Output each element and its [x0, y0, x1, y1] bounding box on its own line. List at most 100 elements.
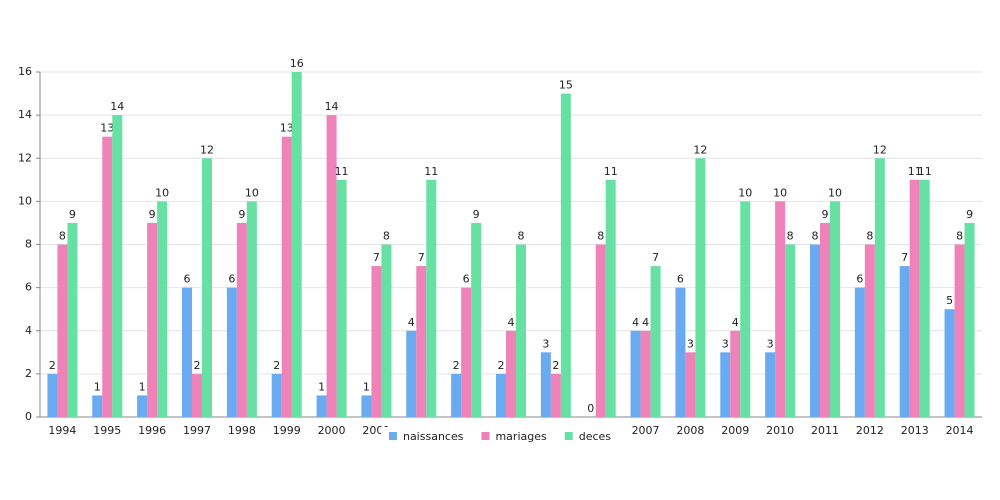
x-tick-label: 2014: [946, 424, 974, 437]
bar: [281, 136, 292, 417]
y-tick-label: 16: [18, 65, 32, 78]
bar: [605, 179, 616, 417]
bar: [864, 244, 875, 417]
value-label: 9: [149, 208, 156, 221]
bar: [775, 201, 786, 417]
value-label: 6: [463, 273, 470, 286]
y-tick-label: 12: [18, 151, 32, 164]
value-label: 9: [238, 208, 245, 221]
value-label: 2: [552, 359, 559, 372]
bar: [112, 115, 123, 417]
bar: [371, 266, 382, 417]
legend-swatch: [564, 432, 573, 440]
value-label: 7: [901, 251, 908, 264]
value-label: 6: [228, 273, 235, 286]
bar: [830, 201, 840, 417]
y-tick-label: 2: [25, 367, 32, 380]
bar: [685, 352, 696, 417]
value-label: 2: [453, 359, 460, 372]
bar: [47, 373, 58, 417]
bar: [919, 179, 930, 417]
value-label: 15: [559, 79, 573, 92]
value-label: 7: [652, 251, 659, 264]
value-label: 10: [155, 186, 169, 199]
bar: [202, 158, 212, 417]
bar: [147, 222, 158, 417]
value-label: 4: [632, 316, 639, 329]
value-label: 8: [518, 230, 525, 243]
value-label: 13: [280, 122, 294, 135]
legend: naissances mariages deces: [380, 427, 620, 447]
value-label: 2: [273, 359, 280, 372]
bar: [810, 244, 820, 417]
y-tick-label: 6: [25, 281, 32, 294]
value-label: 14: [110, 100, 124, 113]
value-label: 8: [59, 230, 66, 243]
bar: [92, 395, 103, 417]
value-label: 10: [773, 186, 787, 199]
value-label: 8: [956, 230, 963, 243]
bar: [246, 201, 257, 417]
bar: [336, 179, 347, 417]
value-label: 8: [383, 230, 390, 243]
bar: [516, 244, 526, 417]
bar: [695, 158, 706, 417]
y-tick-label: 10: [18, 194, 32, 207]
value-label: 6: [677, 273, 684, 286]
bar: [291, 72, 302, 417]
value-label: 12: [693, 143, 707, 156]
value-label: 10: [738, 186, 752, 199]
value-label: 9: [966, 208, 973, 221]
value-label: 14: [325, 100, 339, 113]
bar: [964, 222, 975, 417]
value-label: 3: [767, 337, 774, 350]
legend-bg: [380, 427, 620, 447]
value-label: 6: [856, 273, 863, 286]
bar: [765, 352, 776, 417]
bar: [192, 373, 202, 417]
legend-label: mariages: [495, 430, 547, 443]
value-label: 3: [722, 337, 729, 350]
value-label: 6: [184, 273, 191, 286]
bar: [899, 266, 910, 417]
value-label: 1: [139, 380, 146, 393]
bar: [271, 373, 282, 417]
value-label: 11: [604, 165, 618, 178]
y-tick-label: 14: [18, 108, 32, 121]
bar: [506, 330, 516, 417]
bar: [560, 93, 571, 417]
value-label: 16: [290, 57, 304, 70]
bar: [57, 244, 68, 417]
value-label: 5: [946, 294, 953, 307]
value-label: 2: [49, 359, 56, 372]
legend-label: naissances: [403, 430, 464, 443]
value-label: 8: [812, 230, 819, 243]
legend-swatch: [388, 432, 397, 440]
x-tick-label: 1999: [273, 424, 301, 437]
value-label: 4: [408, 316, 415, 329]
value-label: 11: [424, 165, 438, 178]
x-tick-label: 2012: [856, 424, 884, 437]
bar: [236, 222, 247, 417]
value-label: 2: [498, 359, 505, 372]
bar: [954, 244, 965, 417]
value-label: 11: [908, 165, 922, 178]
bar: [854, 287, 865, 417]
value-label: 1: [363, 380, 370, 393]
bar: [67, 222, 78, 417]
bar: [226, 287, 237, 417]
value-label: 2: [194, 359, 201, 372]
y-tick-label: 0: [25, 410, 32, 423]
bar: [909, 179, 920, 417]
value-label: 4: [732, 316, 739, 329]
value-label: 7: [418, 251, 425, 264]
x-tick-label: 2013: [901, 424, 929, 437]
bar: [326, 115, 337, 417]
value-label: 8: [787, 230, 794, 243]
bar: [496, 373, 506, 417]
value-label: 3: [687, 337, 694, 350]
value-label: 4: [508, 316, 515, 329]
x-tick-label: 1997: [183, 424, 211, 437]
x-tick-label: 2007: [632, 424, 660, 437]
